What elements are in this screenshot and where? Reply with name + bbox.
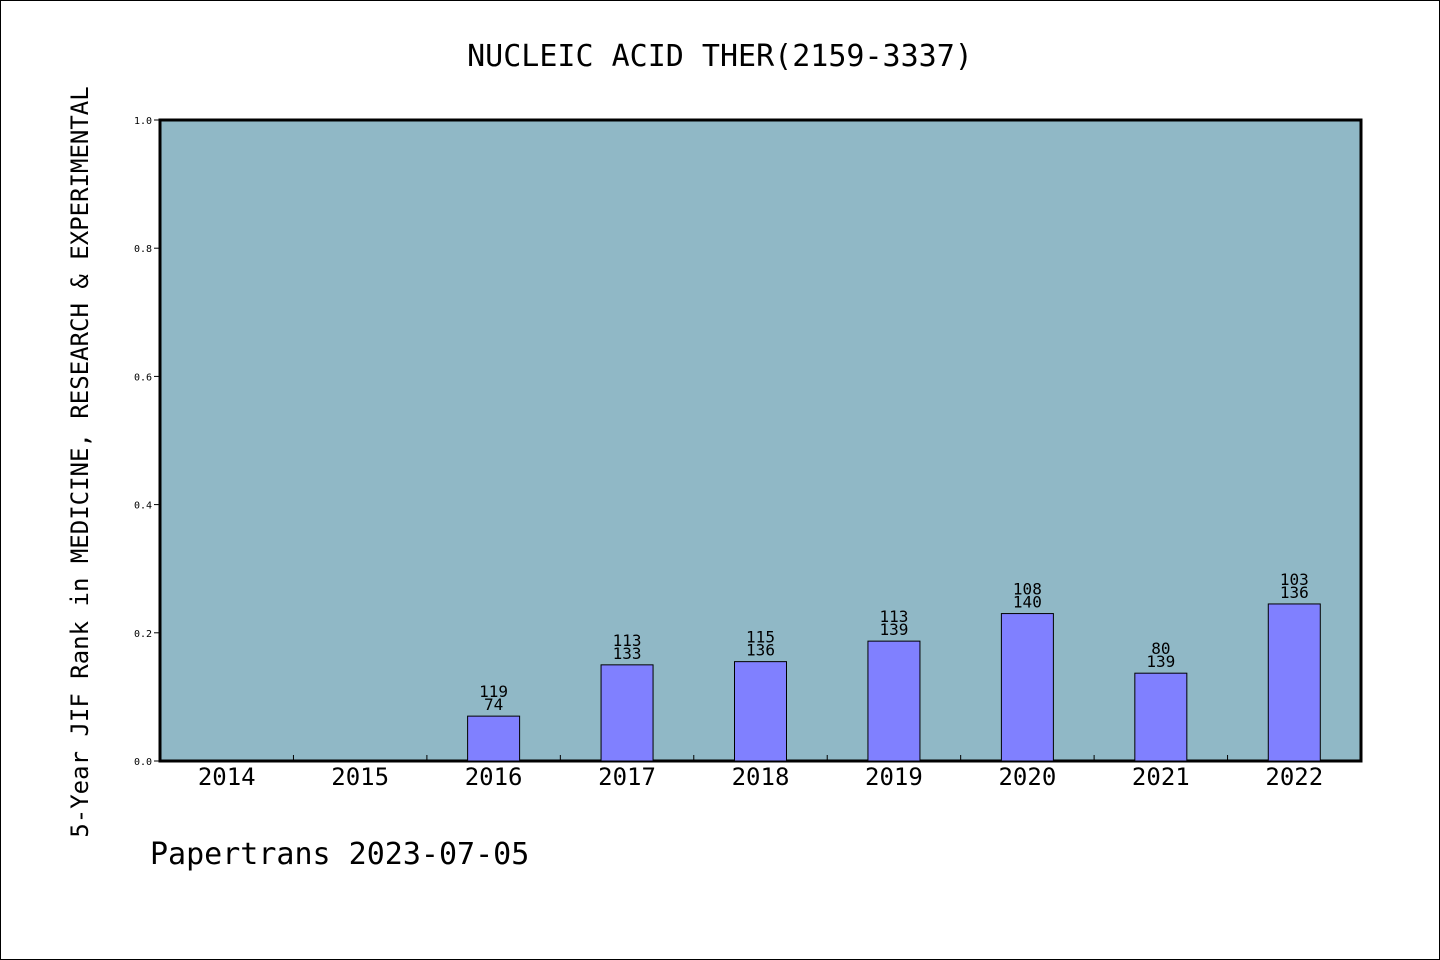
chart-title: NUCLEIC ACID THER(2159-3337) bbox=[467, 39, 973, 74]
plot-area bbox=[158, 118, 1363, 763]
bar-2017 bbox=[600, 664, 654, 762]
bar-2016 bbox=[467, 715, 521, 762]
y-tick-label: 1.0 bbox=[134, 116, 152, 127]
x-tick-label: 2021 bbox=[1132, 763, 1190, 791]
bar-label-rank: 119 bbox=[479, 682, 508, 701]
bar-label-total: 136 bbox=[1280, 583, 1309, 602]
bar-label-rank: 80 bbox=[1151, 639, 1170, 658]
bar-2019 bbox=[867, 640, 921, 762]
x-tick-label: 2016 bbox=[465, 763, 523, 791]
bar-2021 bbox=[1134, 672, 1188, 762]
bar-label-total: 139 bbox=[879, 620, 908, 639]
x-tick-label: 2022 bbox=[1265, 763, 1323, 791]
y-tick-label: 0.6 bbox=[134, 372, 152, 383]
bar-label-rank: 113 bbox=[613, 631, 642, 650]
bar-2022 bbox=[1267, 603, 1321, 762]
bar-label-total: 136 bbox=[746, 641, 775, 660]
y-tick-label: 0.8 bbox=[134, 244, 152, 255]
y-tick-label: 0.0 bbox=[134, 757, 152, 768]
x-tick-label: 2020 bbox=[998, 763, 1056, 791]
bar-label-rank: 115 bbox=[746, 628, 775, 647]
bar-label-rank: 108 bbox=[1013, 580, 1042, 599]
bar-label-total: 133 bbox=[613, 644, 642, 663]
y-tick-label: 0.4 bbox=[134, 501, 152, 512]
footer-credit: Papertrans 2023-07-05 bbox=[150, 837, 529, 872]
x-tick-label: 2019 bbox=[865, 763, 923, 791]
bar-label-total: 74 bbox=[484, 695, 503, 714]
y-axis: 0.0 0.2 0.4 0.6 0.8 1.0 bbox=[134, 116, 160, 768]
x-tick-label: 2015 bbox=[331, 763, 389, 791]
bar-label-rank: 103 bbox=[1280, 570, 1309, 589]
bar-2018 bbox=[734, 661, 787, 762]
bar-label-total: 139 bbox=[1146, 652, 1175, 671]
x-axis: 2014 2015 2016 2017 2018 2019 2020 2021 2022 bbox=[198, 755, 1323, 791]
y-tick-label: 0.2 bbox=[134, 629, 152, 640]
bar-2020 bbox=[1000, 613, 1054, 762]
bar-label-rank: 113 bbox=[879, 607, 908, 626]
y-axis-label: 5-Year JIF Rank in MEDICINE, RESEARCH & … bbox=[66, 86, 94, 837]
x-tick-label: 2017 bbox=[598, 763, 656, 791]
bar-label-total: 140 bbox=[1013, 593, 1042, 612]
x-tick-label: 2014 bbox=[198, 763, 256, 791]
x-tick-label: 2018 bbox=[732, 763, 790, 791]
